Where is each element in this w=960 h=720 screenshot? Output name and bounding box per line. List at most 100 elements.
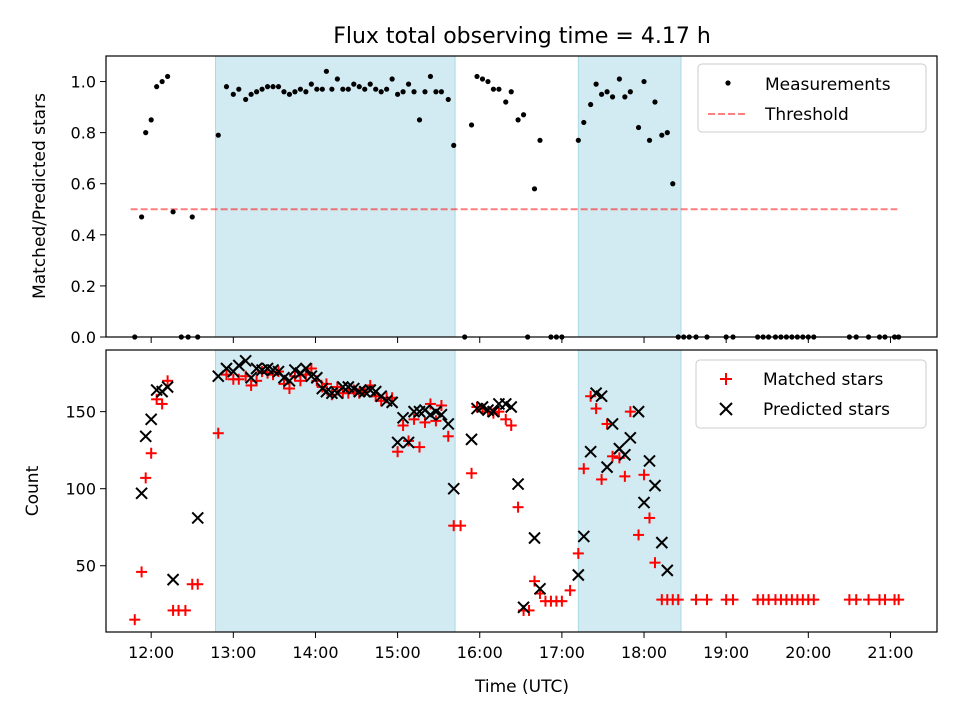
predicted-star-point	[325, 386, 339, 400]
measurement-points	[132, 68, 902, 340]
measurement-point	[286, 91, 293, 97]
predicted-star-point	[385, 396, 399, 409]
matched-star-point	[505, 420, 517, 432]
matched-star-point	[500, 413, 512, 425]
measurement-point	[351, 81, 357, 87]
bottom-legend: Matched stars Predicted stars	[695, 359, 927, 429]
matched-star-point	[638, 469, 650, 481]
measurement-point	[604, 89, 610, 95]
predicted-star-point	[655, 536, 669, 549]
measurement-point	[537, 137, 543, 143]
predicted-star-point	[517, 601, 530, 614]
predicted-star-point	[310, 371, 324, 384]
x-tick-label: 16:00	[457, 643, 503, 662]
matched-star-point	[212, 427, 224, 439]
y-tick-label: 0.2	[71, 277, 96, 296]
measurement-point	[422, 89, 428, 95]
x-tick-label: 17:00	[539, 643, 585, 662]
measurement-point	[616, 76, 622, 82]
matched-star-point	[493, 406, 505, 418]
measurement-point	[323, 68, 330, 74]
measurement-point	[148, 117, 154, 123]
top-axes-frame	[105, 55, 938, 338]
predicted-star-point	[661, 564, 674, 577]
matched-star-point	[162, 375, 174, 387]
x-axis-label: Time (UTC)	[474, 677, 569, 697]
measurement-point	[154, 84, 160, 90]
matched-star-point	[572, 547, 584, 559]
measurement-point	[362, 86, 368, 92]
x-tick-label: 21:00	[867, 643, 913, 662]
x-tick-label: 15:00	[375, 643, 421, 662]
measurement-point	[593, 81, 599, 87]
bottom-x-ticks: 12:00 13:00 14:00 15:00 16:00 17:00 18:00 19:00…	[128, 632, 914, 662]
top-shade-span-0	[215, 55, 456, 338]
measurement-point	[670, 181, 676, 187]
measurement-point	[411, 89, 417, 95]
predicted-star-point	[299, 362, 313, 375]
measurement-point	[165, 73, 171, 80]
predicted-star-point	[572, 568, 585, 582]
bottom-axes-frame	[105, 349, 938, 633]
predicted-star-point	[487, 405, 500, 418]
predicted-star-point	[135, 487, 148, 500]
predicted-star-point	[220, 362, 233, 375]
matched-star-point	[701, 594, 713, 606]
matched-star-point	[471, 401, 483, 413]
matched-star-point	[466, 467, 478, 479]
measurement-point	[627, 89, 633, 95]
matched-star-point	[408, 413, 420, 425]
matched-star-point	[624, 406, 636, 418]
matched-star-point	[136, 566, 148, 578]
bottom-legend-box	[695, 359, 927, 429]
x-tick-label: 14:00	[292, 643, 338, 662]
top-legend-box	[697, 63, 927, 133]
predicted-star-point	[396, 411, 410, 425]
measurement-point	[264, 84, 271, 90]
y-tick-label: 0.4	[71, 226, 96, 245]
measurement-point	[652, 99, 658, 105]
matched-star-point	[397, 420, 409, 432]
measurement-point	[609, 94, 616, 100]
measurement-point	[588, 101, 594, 108]
measurement-point	[281, 89, 287, 95]
x-tick-label: 13:00	[210, 643, 256, 662]
predicted-star-point	[584, 445, 597, 458]
legend-predicted-label: Predicted stars	[763, 400, 890, 420]
matched-star-point	[649, 557, 661, 569]
matched-star-point	[435, 399, 447, 411]
predicted-star-point	[533, 582, 547, 596]
measurement-point	[508, 89, 514, 95]
y-tick-label: 150	[65, 403, 96, 422]
matched-star-point	[129, 614, 141, 626]
legend-matched-swatch	[720, 373, 732, 385]
predicted-star-point	[618, 448, 632, 461]
matched-star-point	[233, 373, 245, 385]
matched-star-point	[619, 470, 631, 482]
predicted-star-point	[435, 408, 448, 421]
predicted-star-point	[632, 405, 645, 418]
matched-star-point	[283, 383, 295, 395]
measurement-point	[598, 91, 605, 97]
measurement-point	[378, 89, 384, 95]
measurement-point	[575, 137, 581, 143]
matched-star-point	[633, 529, 645, 541]
bottom-y-axis-label: Count	[23, 465, 43, 516]
measurement-point	[367, 81, 373, 87]
predicted-star-point	[624, 431, 637, 445]
measurement-point	[496, 86, 502, 92]
measurement-point	[520, 112, 527, 118]
measurement-point	[400, 89, 406, 95]
predicted-star-point	[505, 400, 518, 414]
measurement-point	[622, 94, 628, 100]
measurement-point	[433, 89, 439, 95]
legend-matched-label: Matched stars	[763, 370, 883, 390]
predicted-star-point	[511, 477, 525, 491]
top-legend: Measurements Threshold	[697, 63, 927, 133]
matched-star-point	[179, 604, 191, 616]
measurement-point	[445, 96, 451, 103]
predicted-star-point	[353, 385, 366, 398]
measurement-point	[159, 78, 165, 85]
predicted-star-point	[442, 417, 455, 431]
bottom-shaded-spans	[215, 349, 682, 633]
